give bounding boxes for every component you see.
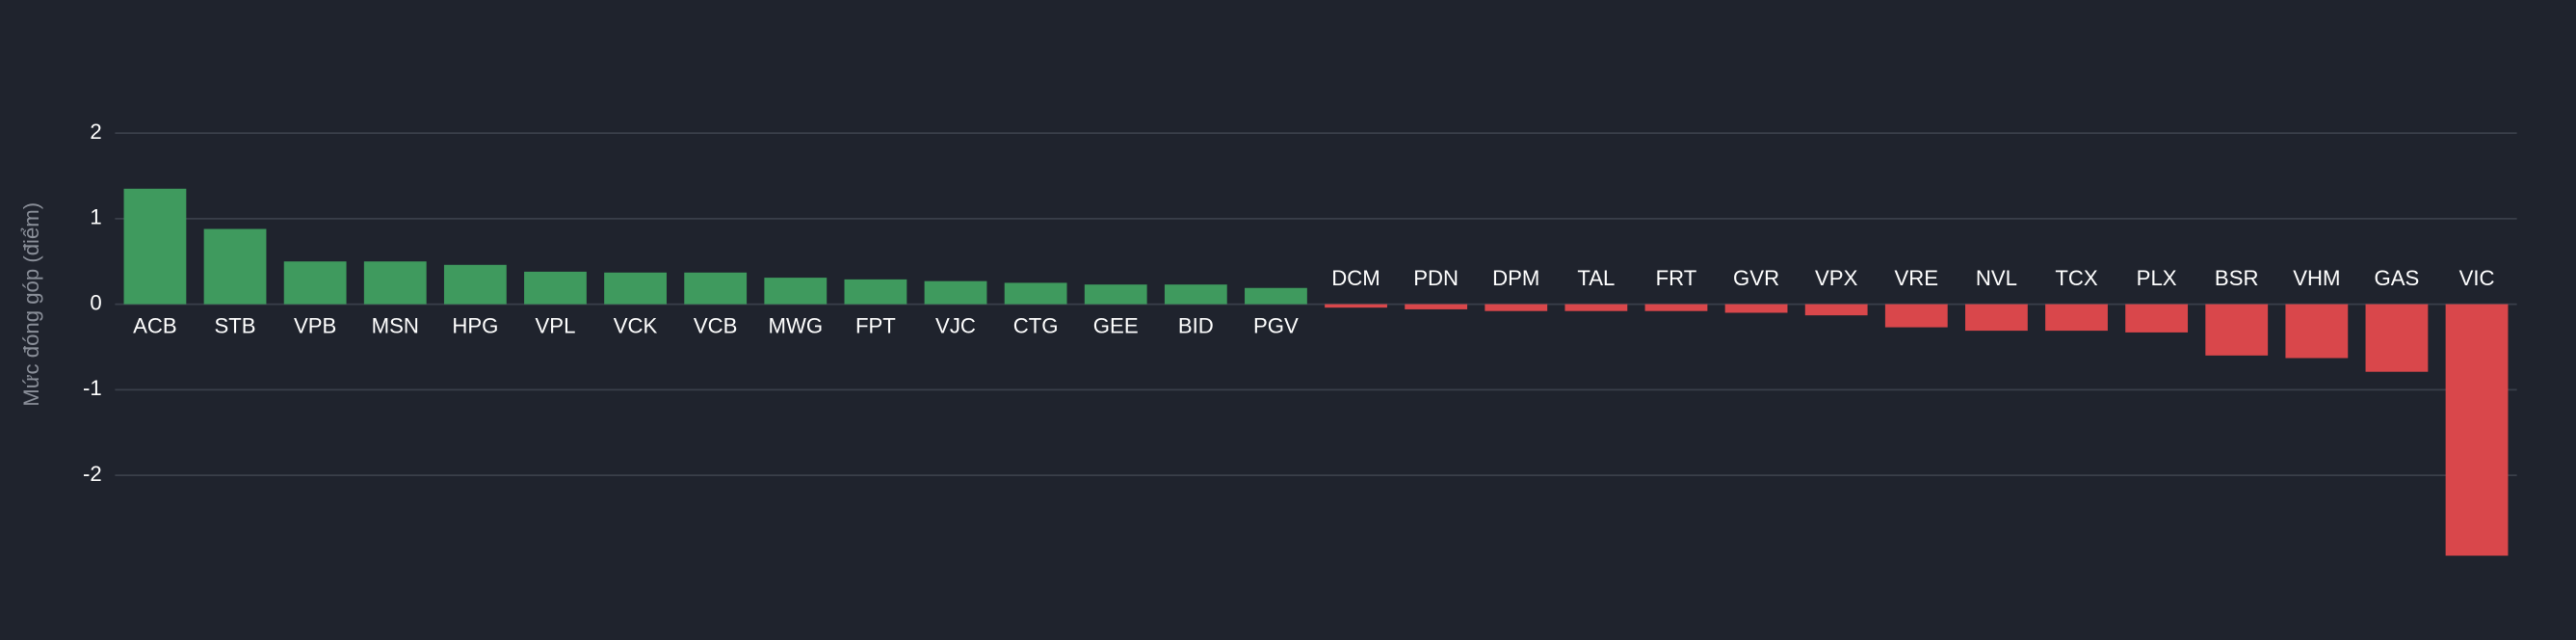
x-tick-label: STB: [214, 313, 255, 337]
x-tick-label: TAL: [1577, 266, 1615, 290]
x-tick-label: DCM: [1331, 266, 1380, 290]
x-tick-label: PDN: [1413, 266, 1459, 290]
x-tick-label: GAS: [2375, 266, 2420, 290]
x-tick-label: DPM: [1492, 266, 1539, 290]
bar: [1965, 304, 2028, 332]
bar: [524, 271, 587, 305]
bar: [2365, 304, 2429, 372]
x-tick-label: FRT: [1656, 266, 1697, 290]
bar: [1084, 284, 1147, 305]
bar: [2125, 304, 2189, 333]
bar: [1485, 304, 1548, 311]
x-tick-label: BID: [1178, 313, 1214, 337]
x-tick-label: VHM: [2293, 266, 2340, 290]
bar: [2205, 304, 2269, 356]
y-tick-label: 0: [90, 290, 101, 314]
y-tick-label: 2: [90, 120, 101, 144]
x-tick-label: VIC: [2459, 266, 2495, 290]
x-tick-label: NVL: [1976, 266, 2017, 290]
bar: [684, 272, 748, 305]
y-axis-title: Mức đóng góp (điểm): [19, 202, 43, 407]
bar: [1164, 284, 1227, 305]
bar: [2285, 304, 2349, 359]
x-tick-label: FPT: [855, 313, 896, 337]
bar: [363, 261, 427, 305]
bar: [1004, 282, 1067, 305]
x-tick-label: VCK: [614, 313, 658, 337]
x-tick-label: PLX: [2137, 266, 2177, 290]
bar: [1325, 304, 1387, 308]
y-tick-label: -2: [83, 462, 102, 486]
x-tick-label: MWG: [768, 313, 823, 337]
x-tick-label: BSR: [2215, 266, 2259, 290]
bar: [123, 188, 187, 305]
bar: [1884, 304, 1948, 328]
bar: [443, 264, 507, 305]
x-tick-label: ACB: [133, 313, 177, 337]
x-tick-label: MSN: [372, 313, 419, 337]
x-tick-label: VPX: [1815, 266, 1858, 290]
x-tick-label: VPL: [536, 313, 576, 337]
y-tick-label: -1: [83, 376, 102, 400]
bar: [1724, 304, 1788, 313]
x-tick-label: GEE: [1093, 313, 1139, 337]
bar: [604, 272, 667, 305]
bar: [203, 228, 267, 305]
x-tick-label: PGV: [1253, 313, 1299, 337]
x-tick-label: VJC: [935, 313, 976, 337]
bar: [1405, 304, 1468, 309]
x-tick-label: VPB: [294, 313, 336, 337]
bar: [764, 278, 828, 305]
x-tick-label: TCX: [2055, 266, 2098, 290]
bar: [1564, 304, 1628, 311]
x-tick-label: HPG: [452, 313, 498, 337]
bar: [924, 280, 987, 305]
x-tick-label: GVR: [1733, 266, 1779, 290]
x-tick-label: VRE: [1895, 266, 1939, 290]
bar: [844, 279, 907, 305]
bar: [1804, 304, 1868, 316]
bar: [2045, 304, 2108, 332]
bar: [1644, 304, 1708, 311]
y-tick-label: 1: [90, 205, 101, 229]
x-tick-label: VCB: [694, 313, 738, 337]
x-tick-label: CTG: [1013, 313, 1059, 337]
bar: [1245, 287, 1307, 305]
bar: [283, 261, 347, 305]
bar: [2445, 304, 2509, 556]
